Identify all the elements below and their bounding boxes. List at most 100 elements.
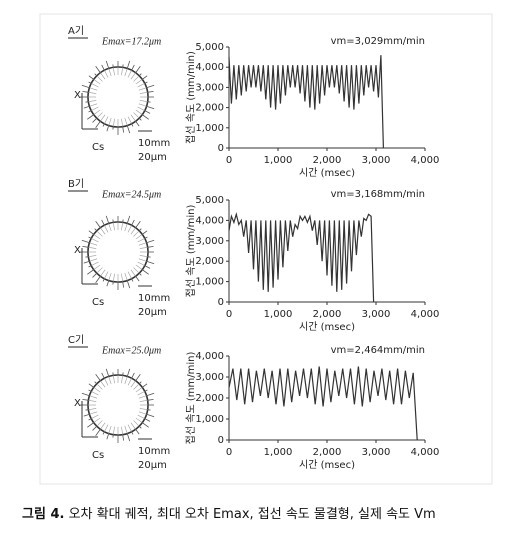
y-tick-label: 5,000 — [195, 195, 224, 206]
x-axis-label: 시간 (msec) — [299, 321, 355, 333]
trajectory-radial — [121, 222, 123, 231]
trajectory-spike — [138, 117, 142, 121]
y-tick-label: 1,000 — [195, 123, 224, 134]
trajectory-radial — [130, 269, 136, 277]
trajectory-spike — [131, 431, 134, 435]
trajectory-radial — [93, 234, 101, 240]
trajectory-radial — [88, 247, 97, 249]
trajectory-radial — [113, 222, 115, 231]
trajectory-spike — [88, 389, 92, 392]
trajectory-radial — [96, 267, 103, 274]
trajectory-radial — [89, 103, 98, 107]
scale-um: 20μm — [138, 460, 167, 471]
trajectory-radial — [89, 242, 98, 246]
trajectory-spike — [95, 374, 101, 381]
trajectory-radial — [137, 83, 145, 88]
y-tick-label: 1,000 — [195, 414, 224, 425]
trajectory-spike — [135, 429, 140, 435]
trajectory-spike — [92, 117, 98, 123]
trajectory-radial — [108, 68, 112, 77]
trajectory-radial — [91, 106, 99, 111]
trajectory-spike — [106, 280, 110, 287]
y-axis-label: 접선 속도 (mm/min) — [185, 352, 197, 445]
trajectory-radial — [93, 387, 101, 393]
y-tick-label: 4,000 — [195, 351, 224, 362]
trajectory-radial — [139, 100, 148, 102]
y-tick-label: 3,000 — [195, 372, 224, 383]
trajectory-spike — [126, 280, 131, 289]
panel-label: B기 — [68, 178, 84, 190]
trajectory-radial — [91, 83, 99, 88]
x-axis-label: 시간 (msec) — [299, 459, 355, 471]
trajectory-radial — [88, 92, 97, 94]
trajectory-spike — [147, 90, 154, 93]
annotation: vm=3,168mm/min — [331, 189, 425, 200]
trajectory-spike — [82, 90, 89, 93]
trajectory-radial — [135, 109, 143, 115]
emax-label: Emax=17.2μm — [101, 36, 161, 47]
x-tick-label: 1,000 — [264, 155, 293, 166]
trajectory-radial — [104, 116, 109, 124]
trajectory-spike — [88, 110, 92, 113]
trajectory-radial — [88, 100, 97, 102]
trajectory-spike — [122, 434, 125, 441]
trajectory-spike — [95, 276, 101, 283]
y-tick-label: 2,000 — [195, 103, 224, 114]
trajectory-spike — [131, 219, 135, 226]
trajectory-spike — [135, 66, 141, 73]
trajectory-spike — [126, 433, 131, 442]
trajectory-radial — [88, 408, 97, 410]
trajectory-radial — [137, 238, 145, 243]
trajectory-radial — [96, 75, 103, 82]
trajectory-spike — [101, 64, 105, 71]
trajectory-spike — [144, 389, 148, 392]
trajectory-spike — [126, 368, 131, 377]
x-axis-label: 시간 (msec) — [299, 167, 355, 179]
trajectory-radial — [127, 116, 132, 124]
trajectory-radial — [121, 273, 123, 282]
trajectory-spike — [105, 60, 110, 69]
trajectory-radial — [139, 247, 148, 249]
trajectory-radial — [96, 230, 103, 237]
trajectory-radial — [91, 414, 99, 419]
trajectory-radial — [89, 395, 98, 399]
trajectory-spike — [131, 64, 135, 71]
x-tick-label: 0 — [226, 309, 232, 320]
trajectory-spike — [88, 383, 94, 388]
trajectory-spike — [142, 230, 148, 235]
trajectory-radial — [96, 112, 103, 119]
caption-number: 그림 4. — [22, 507, 65, 522]
x-tick-label: 1,000 — [264, 447, 293, 458]
trajectory-radial — [130, 72, 136, 80]
trajectory-radial — [96, 420, 103, 427]
trajectory-spike — [94, 381, 98, 385]
scale-mm: 10mm — [138, 138, 170, 149]
axis-x-label: X — [74, 245, 81, 256]
x-tick-label: 2,000 — [313, 447, 342, 458]
y-tick-label: 2,000 — [195, 256, 224, 267]
y-tick-label: 3,000 — [195, 82, 224, 93]
trajectory-radial — [108, 376, 112, 385]
trajectory-radial — [104, 70, 109, 78]
trajectory-spike — [87, 269, 94, 275]
trajectory-spike — [138, 272, 142, 276]
trajectory-spike — [106, 125, 110, 132]
x-tick-label: 3,000 — [362, 447, 391, 458]
trajectory-spike — [88, 418, 92, 421]
trajectory-radial — [127, 271, 132, 279]
trajectory-spike — [122, 126, 125, 133]
y-tick-label: 5,000 — [195, 42, 224, 53]
trajectory-radial — [133, 267, 140, 274]
x-tick-label: 4,000 — [411, 447, 440, 458]
trajectory-spike — [126, 60, 131, 69]
trajectory-radial — [108, 272, 112, 281]
axis-x-label: X — [74, 90, 81, 101]
y-tick-label: 2,000 — [195, 393, 224, 404]
trajectory-radial — [138, 411, 147, 415]
trajectory-spike — [94, 73, 98, 77]
trajectory-spike — [142, 383, 148, 388]
caption-text: 오차 확대 궤적, 최대 오차 Emax, 접선 속도 물결형, 실제 속도 V… — [68, 507, 436, 522]
trajectory-radial — [130, 227, 136, 235]
trajectory-spike — [87, 422, 94, 428]
trajectory-spike — [102, 123, 105, 127]
